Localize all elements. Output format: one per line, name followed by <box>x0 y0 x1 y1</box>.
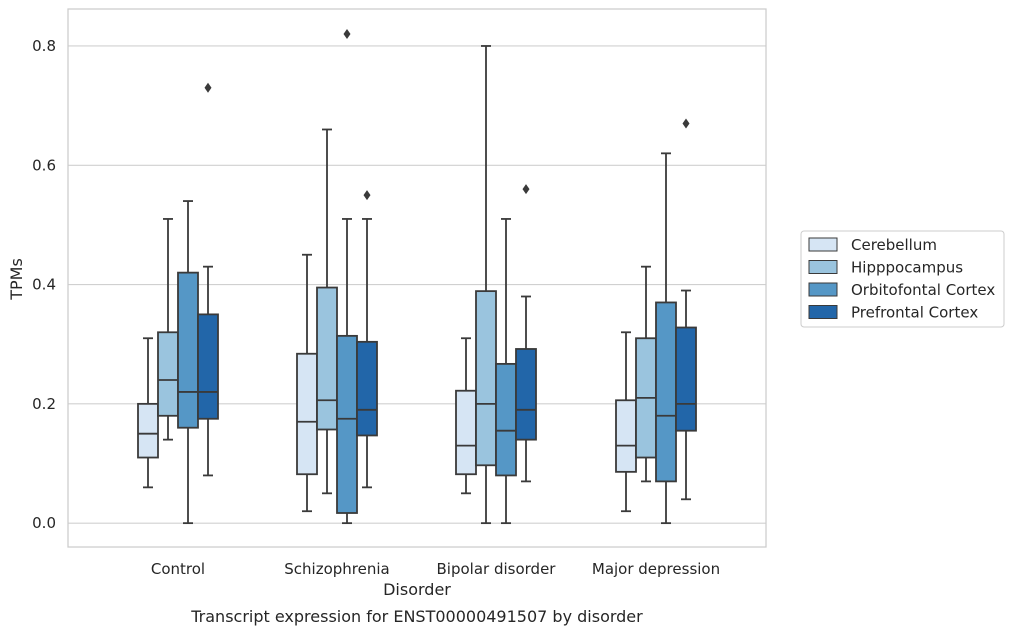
outlier-point <box>522 184 530 195</box>
x-tick-labels: Control Schizophrenia Bipolar disorder Majo… <box>151 560 720 578</box>
x-tick-label: Major depression <box>592 560 720 578</box>
box-iqr <box>475 290 497 467</box>
outlier-point <box>363 190 371 201</box>
box-iqr <box>177 271 199 429</box>
legend-swatch <box>808 282 838 297</box>
box-prefrontal-cortex-3 <box>675 118 697 501</box>
chart-caption: Transcript expression for ENST0000049150… <box>190 607 643 626</box>
outlier-point <box>204 82 212 93</box>
box-iqr <box>495 362 517 477</box>
y-tick-label: 0.0 <box>32 514 56 532</box>
box-iqr <box>615 399 637 473</box>
y-tick-labels: 0.0 0.2 0.4 0.6 0.8 <box>32 37 56 532</box>
box-iqr <box>675 326 697 432</box>
outlier-point <box>343 29 351 40</box>
legend-label: Hipppocampus <box>851 259 963 277</box>
box-cerebellum-3 <box>615 331 637 513</box>
box-iqr <box>515 348 537 441</box>
box-iqr <box>296 352 318 476</box>
plot-area <box>67 8 767 548</box>
y-tick-label: 0.2 <box>32 395 56 413</box>
legend-swatch <box>808 305 838 319</box>
x-tick-label: Control <box>151 560 205 578</box>
legend: Cerebellum Hipppocampus Orbitofontal Corte… <box>800 230 1005 328</box>
x-tick-label: Schizophrenia <box>284 560 389 578</box>
box-cerebellum-1 <box>296 253 318 513</box>
box-orbitofontal-cortex-3 <box>655 152 677 525</box>
box-orbitofontal-cortex-1 <box>336 29 358 525</box>
y-axis-label: TPMs <box>7 258 26 301</box>
y-tick-label: 0.4 <box>32 276 56 294</box>
box-iqr <box>157 331 179 417</box>
box-iqr <box>197 313 219 420</box>
box-prefrontal-cortex-0 <box>197 82 219 477</box>
legend-frame <box>800 230 1005 328</box>
box-cerebellum-2 <box>455 337 477 495</box>
y-tick-label: 0.6 <box>32 156 56 174</box>
legend-label: Prefrontal Cortex <box>851 304 978 322</box>
box-iqr <box>137 402 159 459</box>
box-hipppocampus-2 <box>475 45 497 525</box>
x-axis-label: Disorder <box>383 580 451 599</box>
box-hipppocampus-0 <box>157 218 179 441</box>
box-prefrontal-cortex-2 <box>515 184 537 483</box>
box-iqr <box>316 286 338 431</box>
box-iqr <box>336 334 358 514</box>
x-tick-label: Bipolar disorder <box>437 560 557 578</box>
box-iqr <box>455 389 477 476</box>
box-orbitofontal-cortex-2 <box>495 218 517 525</box>
box-orbitofontal-cortex-0 <box>177 200 199 525</box>
legend-swatch <box>808 237 838 252</box>
y-tick-label: 0.8 <box>32 37 56 55</box>
box-iqr <box>655 301 677 483</box>
box-cerebellum-0 <box>137 337 159 489</box>
box-hipppocampus-1 <box>316 128 338 495</box>
outlier-point <box>682 118 690 129</box>
box-prefrontal-cortex-1 <box>356 190 378 489</box>
legend-swatch <box>808 260 838 274</box>
legend-label: Orbitofontal Cortex <box>851 281 995 299</box>
boxes <box>137 29 697 525</box>
legend-label: Cerebellum <box>851 236 937 254</box>
box-iqr <box>356 340 378 437</box>
box-hipppocampus-3 <box>635 265 657 483</box>
